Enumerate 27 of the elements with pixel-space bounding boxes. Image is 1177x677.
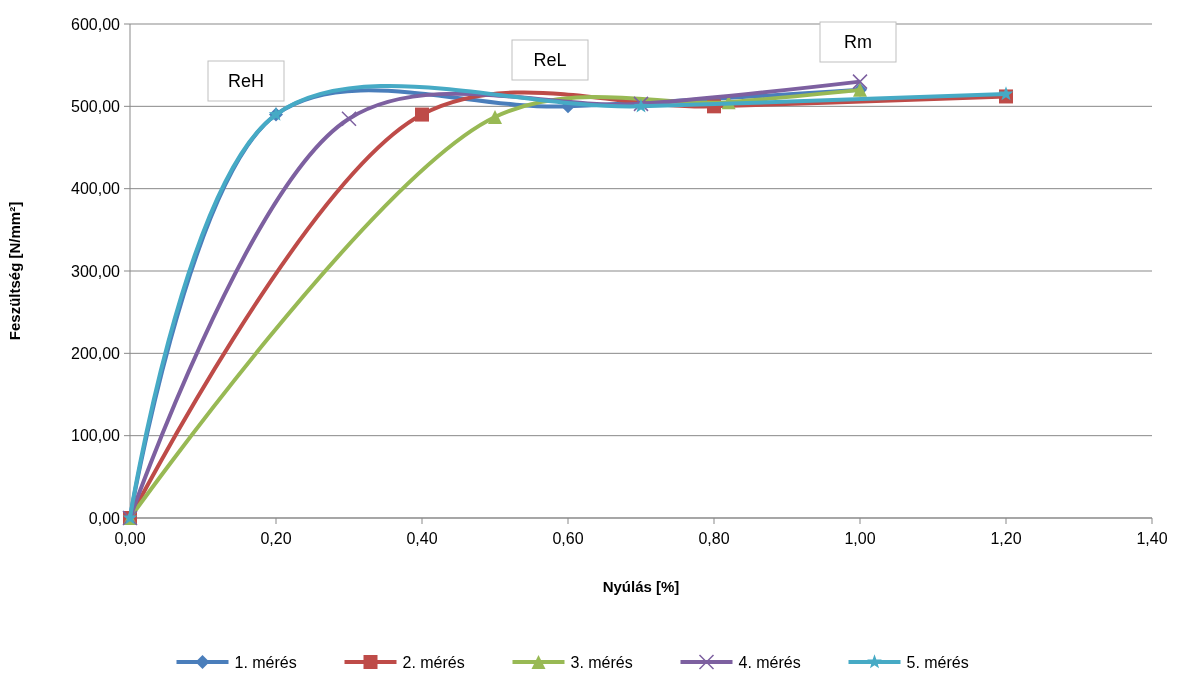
legend-label: 5. mérés — [906, 653, 969, 671]
y-tick-label: 300,00 — [71, 262, 121, 280]
x-tick-label: 0,20 — [260, 530, 292, 547]
x-tick-label: 1,40 — [1136, 530, 1168, 547]
annotation: Rm — [844, 32, 872, 53]
legend-label: 2. mérés — [402, 653, 465, 671]
x-tick-label: 1,00 — [844, 530, 876, 547]
x-tick-label: 0,60 — [552, 530, 584, 547]
legend-label: 3. mérés — [570, 653, 633, 671]
x-tick-label: 0,80 — [698, 530, 730, 547]
x-axis-title: Nyúlás [%] — [602, 578, 680, 595]
annotation: ReL — [533, 50, 567, 71]
legend-label: 1. mérés — [234, 653, 297, 671]
y-tick-label: 500,00 — [71, 97, 121, 115]
y-tick-label: 400,00 — [71, 180, 121, 198]
x-tick-label: 0,40 — [406, 530, 438, 547]
y-tick-label: 600,00 — [71, 15, 121, 33]
point — [852, 73, 868, 90]
annotation: ReH — [227, 71, 265, 92]
y-tick-label: 200,00 — [71, 344, 121, 362]
y-tick-label: 100,00 — [71, 427, 121, 445]
x-tick-label: 1,20 — [990, 530, 1022, 547]
x-tick-label: 0,00 — [114, 530, 146, 547]
legend-label: 4. mérés — [738, 653, 801, 671]
y-axis-title: Feszültség [N/mm²] — [6, 201, 23, 341]
point — [415, 107, 429, 122]
y-tick-label: 0,00 — [88, 509, 121, 527]
